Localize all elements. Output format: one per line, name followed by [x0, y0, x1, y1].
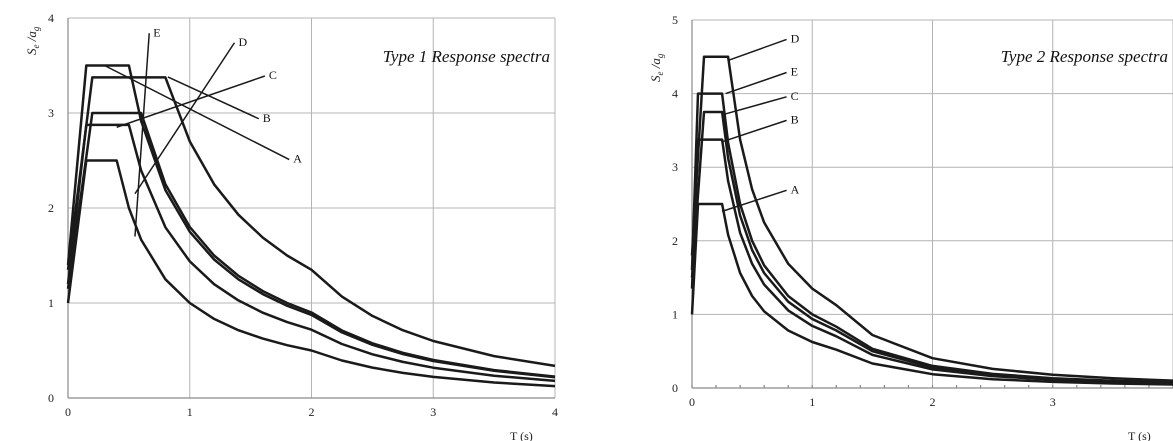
type2-curve-e — [690, 92, 1173, 384]
type1-curve-label-c: C — [269, 68, 277, 82]
type2-tick-labels: 0 1 2 3 0 1 2 3 4 5 — [672, 13, 1056, 409]
type1-leader-a — [104, 64, 290, 161]
type2-curve-label-a: A — [791, 182, 800, 196]
type1-curve-label-b: B — [263, 111, 271, 125]
type2-curve-a — [690, 202, 1173, 386]
type2-y-tick-label: 1 — [672, 307, 678, 321]
type1-curve-label-a: A — [293, 152, 302, 166]
type1-x-tick-label: 0 — [65, 405, 71, 419]
type2-curve-label-d: D — [791, 31, 800, 45]
type2-y-tick-label: 5 — [672, 13, 678, 27]
type2-curve-d — [690, 55, 1173, 382]
type1-curve-b — [66, 123, 556, 383]
type1-x-axis-label: T (s) — [510, 429, 533, 441]
type1-y-tick-label: 1 — [48, 296, 54, 310]
type2-leader-e — [725, 71, 787, 95]
type1-grid — [68, 17, 556, 398]
type2-x-axis-label: T (s) — [1128, 429, 1151, 441]
type1-curve-c — [66, 111, 556, 378]
type2-x-tick-label: 0 — [689, 395, 695, 409]
type2-curve-label-b: B — [791, 112, 799, 126]
type1-y-tick-label: 4 — [48, 11, 54, 25]
type2-grid — [692, 19, 1173, 388]
type1-curve-e — [66, 64, 556, 379]
type1-curve-label-e: E — [153, 25, 160, 39]
type1-chart-title: Type 1 Response spectra — [383, 47, 550, 66]
type2-leader-a — [721, 189, 787, 213]
type1-y-axis-label: Se /ag — [24, 26, 41, 55]
type2-chart-title: Type 2 Response spectra — [1001, 47, 1168, 66]
type1-curve-label-d: D — [238, 35, 247, 49]
type2-curve-label-c: C — [791, 89, 799, 103]
type2-curve-label-e: E — [791, 65, 798, 79]
type2-y-axis-label: Se /ag — [648, 53, 665, 82]
type1-axes — [67, 18, 555, 399]
type1-curve-d — [66, 76, 556, 368]
type2-chart: 0 1 2 3 0 1 2 3 4 5 Se /ag T (s) Type 2 Response … — [648, 13, 1173, 441]
type2-y-tick-label: 2 — [672, 234, 678, 248]
type1-series: A B C D E — [66, 25, 556, 388]
type1-chart: 0 1 2 3 4 0 1 2 3 4 Se /ag T (s) Type 1 Response … — [24, 11, 558, 441]
type1-tick-labels: 0 1 2 3 4 0 1 2 3 4 — [48, 11, 558, 419]
type1-x-tick-label: 4 — [552, 405, 558, 419]
type1-x-tick-label: 2 — [309, 405, 315, 419]
type2-x-tick-label: 2 — [930, 395, 936, 409]
type1-y-tick-label: 2 — [48, 201, 54, 215]
type1-y-tick-label: 0 — [48, 391, 54, 405]
type2-y-tick-label: 0 — [672, 381, 678, 395]
type2-leader-d — [727, 38, 787, 62]
type1-x-tick-label: 1 — [187, 405, 193, 419]
type1-curve-a — [66, 159, 556, 388]
type1-leader-e — [134, 33, 150, 237]
type2-axes — [691, 20, 1173, 389]
type2-y-tick-label: 3 — [672, 160, 678, 174]
type2-y-tick-label: 4 — [672, 87, 678, 101]
type1-y-tick-label: 3 — [48, 106, 54, 120]
type1-leader-d — [134, 42, 236, 195]
type2-x-tick-label: 3 — [1050, 395, 1056, 409]
type1-leader-b — [167, 76, 260, 120]
type2-leader-b — [723, 119, 787, 143]
type2-series: A BC D E — [690, 31, 1173, 386]
type2-x-tick-label: 1 — [809, 395, 815, 409]
type1-x-tick-label: 3 — [430, 405, 436, 419]
